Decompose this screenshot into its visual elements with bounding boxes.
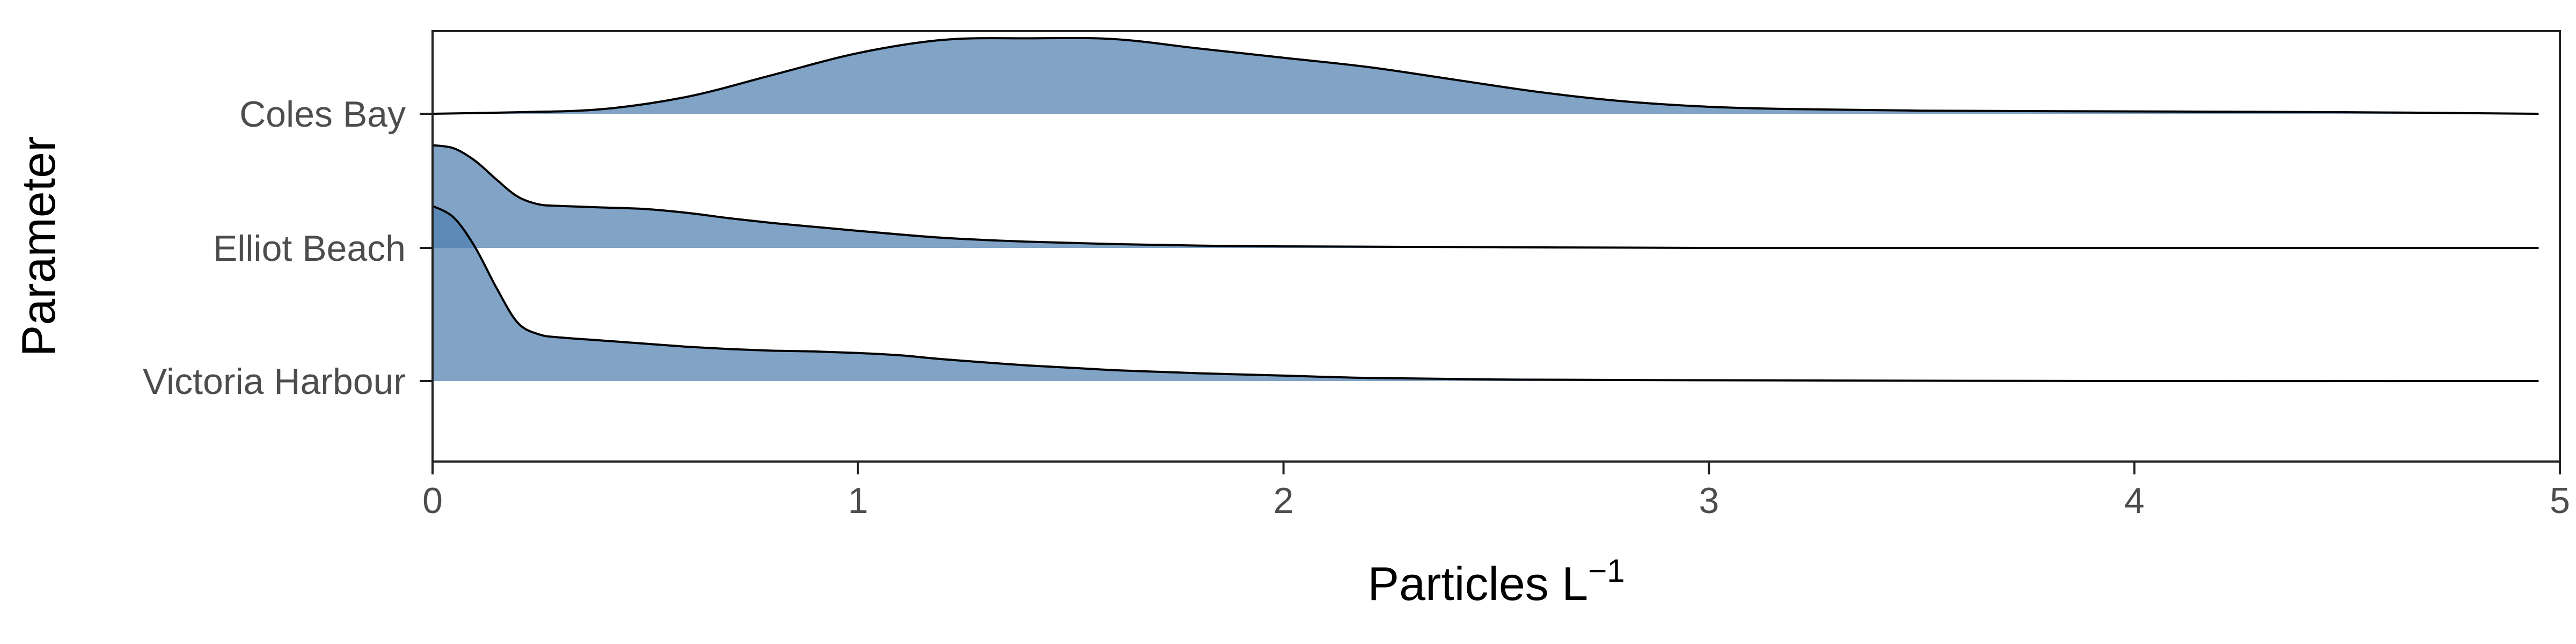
- density-fill-victoria-harbour: [433, 206, 2539, 382]
- y-axis: Coles Bay Elliot Beach Victoria Harbour: [143, 94, 433, 402]
- density-areas: [432, 36, 2539, 383]
- y-tick-label: Elliot Beach: [213, 228, 406, 269]
- density-fill-elliot-beach: [433, 145, 2539, 248]
- y-axis-title: Parameter: [12, 136, 65, 357]
- x-axis-title-superscript: −1: [1588, 553, 1624, 589]
- density-line-coles-bay: [432, 36, 2539, 115]
- density-line-victoria-harbour: [432, 204, 2539, 383]
- density-fill-coles-bay: [433, 38, 2539, 114]
- x-tick-label: 4: [2124, 480, 2145, 521]
- x-tick-label: 5: [2550, 480, 2570, 521]
- x-tick-label: 1: [848, 480, 868, 521]
- plot-frame: [431, 30, 2561, 463]
- x-tick-label: 0: [422, 480, 443, 521]
- x-tick-label: 3: [1699, 480, 1719, 521]
- x-axis-title-text: Particles L: [1367, 557, 1588, 610]
- density-line-elliot-beach: [432, 144, 2539, 250]
- y-tick-label: Victoria Harbour: [143, 361, 406, 402]
- x-axis-title: Particles L−1: [1367, 553, 1624, 610]
- x-axis: 0 1 2 3 4 5: [422, 462, 2570, 521]
- x-tick-label: 2: [1274, 480, 1294, 521]
- y-tick-label: Coles Bay: [239, 94, 406, 135]
